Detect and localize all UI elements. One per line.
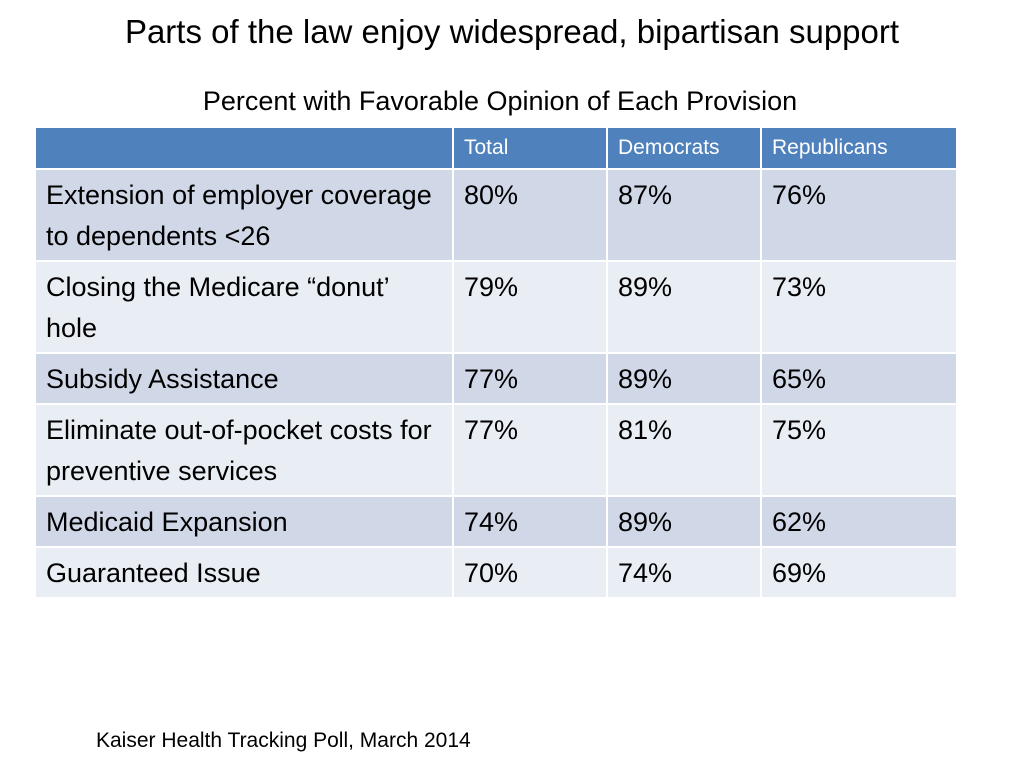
provision-label: Subsidy Assistance	[34, 352, 454, 405]
slide-title: Parts of the law enjoy widespread, bipar…	[124, 13, 900, 50]
table-row: Closing the Medicare “donut’ hole 79% 89…	[34, 260, 958, 354]
header-cell-democrats: Democrats	[606, 126, 762, 170]
total-value: 80%	[452, 168, 608, 262]
table-header-row: Total Democrats Republicans	[34, 126, 958, 170]
total-value: 79%	[452, 260, 608, 354]
democrats-value: 89%	[606, 495, 762, 548]
provision-label: Extension of employer coverage to depend…	[34, 168, 454, 262]
republicans-value: 76%	[760, 168, 958, 262]
republicans-value: 75%	[760, 403, 958, 497]
table-subtitle: Percent with Favorable Opinion of Each P…	[202, 86, 798, 116]
table-row: Subsidy Assistance 77% 89% 65%	[34, 352, 958, 405]
democrats-value: 89%	[606, 260, 762, 354]
total-value: 70%	[452, 546, 608, 599]
header-cell-republicans: Republicans	[760, 126, 958, 170]
table-row: Extension of employer coverage to depend…	[34, 168, 958, 262]
democrats-value: 74%	[606, 546, 762, 599]
provision-label: Eliminate out-of-pocket costs for preven…	[34, 403, 454, 497]
democrats-value: 87%	[606, 168, 762, 262]
republicans-value: 65%	[760, 352, 958, 405]
republicans-value: 69%	[760, 546, 958, 599]
header-cell-provision	[34, 126, 454, 170]
table-row: Eliminate out-of-pocket costs for preven…	[34, 403, 958, 497]
header-cell-total: Total	[452, 126, 608, 170]
democrats-value: 89%	[606, 352, 762, 405]
provision-label: Closing the Medicare “donut’ hole	[34, 260, 454, 354]
provision-label: Guaranteed Issue	[34, 546, 454, 599]
republicans-value: 62%	[760, 495, 958, 548]
table-row: Guaranteed Issue 70% 74% 69%	[34, 546, 958, 599]
republicans-value: 73%	[760, 260, 958, 354]
total-value: 74%	[452, 495, 608, 548]
total-value: 77%	[452, 352, 608, 405]
provision-label: Medicaid Expansion	[34, 495, 454, 548]
provisions-table: Total Democrats Republicans Extension of…	[34, 126, 958, 599]
total-value: 77%	[452, 403, 608, 497]
source-footnote: Kaiser Health Tracking Poll, March 2014	[96, 729, 471, 752]
democrats-value: 81%	[606, 403, 762, 497]
table-row: Medicaid Expansion 74% 89% 62%	[34, 495, 958, 548]
